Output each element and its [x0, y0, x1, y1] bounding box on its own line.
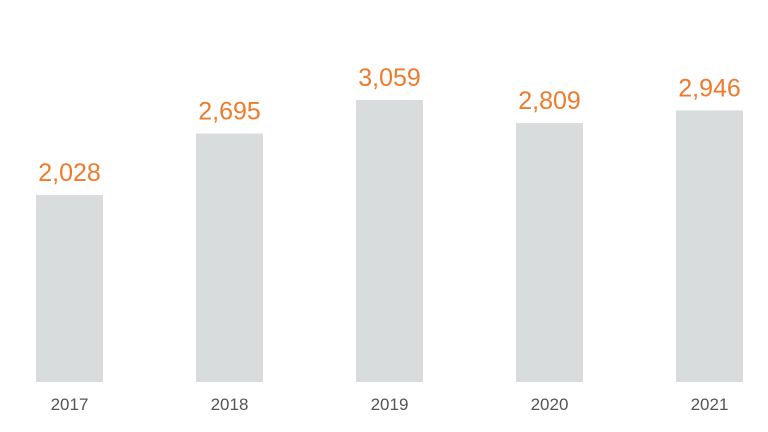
value-labels-group: 2,028 2,695 3,059 2,809 2,946 [38, 64, 741, 187]
x-tick-label-2019: 2019 [371, 395, 409, 414]
bar-2017 [36, 195, 103, 382]
x-tick-label-2020: 2020 [531, 395, 569, 414]
bar-2019 [356, 100, 423, 382]
value-label-2021: 2,946 [678, 74, 741, 102]
x-tick-label-2021: 2021 [691, 395, 729, 414]
value-label-2018: 2,695 [198, 98, 261, 126]
x-tick-label-2018: 2018 [211, 395, 249, 414]
value-label-2020: 2,809 [518, 87, 581, 115]
x-tick-label-2017: 2017 [51, 395, 89, 414]
value-label-2017: 2,028 [38, 159, 101, 187]
bar-2021 [676, 110, 743, 383]
bars-group [36, 100, 743, 383]
bar-2018 [196, 133, 263, 382]
x-axis-tick-labels: 2017 2018 2019 2020 2021 [51, 395, 729, 414]
value-label-2019: 3,059 [358, 64, 421, 92]
bar-2020 [516, 123, 583, 382]
